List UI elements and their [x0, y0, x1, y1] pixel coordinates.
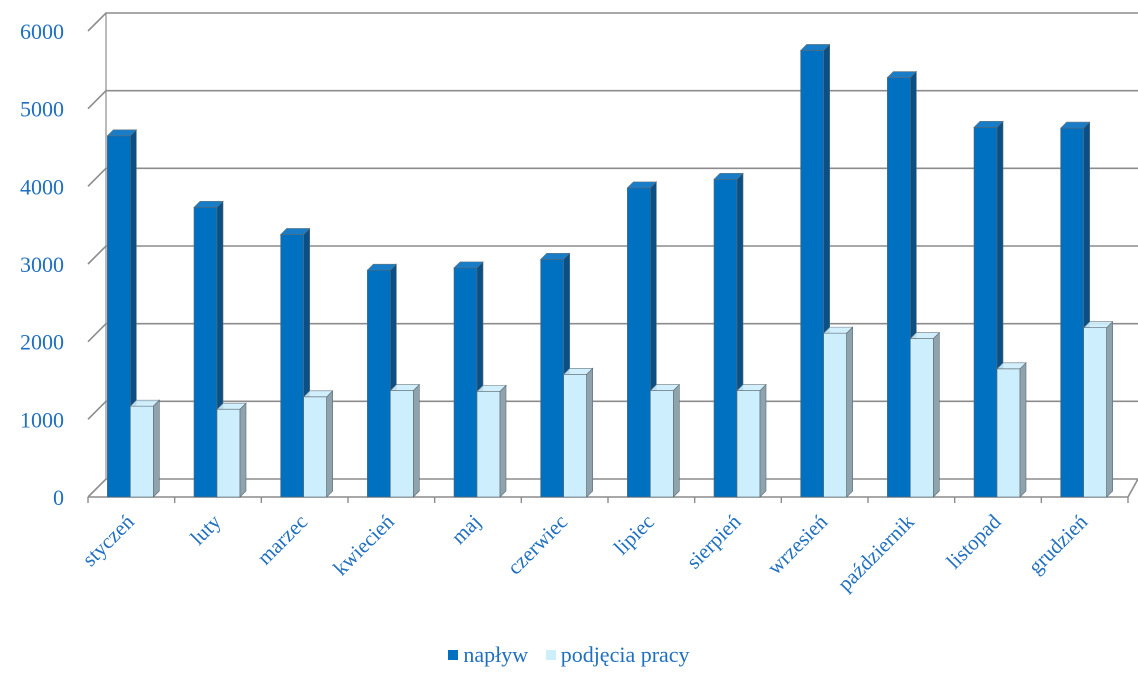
legend-item-podjecia-pracy: podjęcia pracy	[545, 642, 690, 668]
bar-naplyw	[1059, 121, 1091, 498]
y-tick-label: 5000	[20, 97, 64, 122]
bar-podjecia-pracy	[129, 399, 161, 498]
bar-podjecia-pracy	[562, 367, 594, 498]
y-tick-label: 1000	[20, 407, 64, 432]
x-tick-label: czerwiec	[502, 510, 572, 580]
bar-podjecia-pracy	[476, 384, 507, 498]
x-tick-label: październik	[833, 509, 920, 596]
legend: napływ podjęcia pracy	[0, 642, 1138, 668]
bar-podjecia-pracy	[302, 390, 334, 498]
bar-naplyw	[106, 129, 138, 498]
bar-chart: 0 1000 2000 3000 4000 5000 6000 styczeń luty mar…	[20, 12, 1138, 596]
x-tick-label: maj	[446, 510, 485, 549]
legend-item-naplyw: napływ	[448, 642, 528, 668]
gridline	[87, 89, 1138, 110]
bar-podjecia-pracy	[996, 362, 1027, 498]
x-tick-label: grudzień	[1023, 509, 1092, 578]
x-tick-label: listopad	[942, 509, 1006, 573]
y-tick-label: 4000	[20, 174, 64, 199]
bar-podjecia-pracy	[389, 383, 421, 498]
bar-podjecia-pracy	[822, 326, 854, 498]
x-axis: styczeń luty marzec kwiecień maj czerwiec lipi…	[77, 497, 1129, 596]
legend-label-naplyw: napływ	[463, 642, 529, 667]
x-tick-label: marzec	[252, 510, 312, 570]
x-tick-label: wrzesień	[762, 509, 832, 579]
bar-naplyw	[626, 181, 658, 498]
x-tick-label: luty	[185, 509, 225, 549]
bars	[106, 43, 1114, 498]
x-tick-label: lipiec	[609, 510, 659, 560]
axis-edge	[1127, 478, 1138, 498]
y-tick-label: 0	[53, 485, 64, 510]
y-tick-label: 2000	[20, 330, 64, 355]
y-axis: 0 1000 2000 3000 4000 5000 6000	[20, 19, 64, 510]
y-tick-label: 6000	[20, 19, 64, 44]
x-tick-label: sierpień	[682, 509, 746, 573]
gridlines	[87, 12, 1138, 498]
bar-podjecia-pracy	[216, 402, 247, 498]
gridline	[87, 12, 1138, 32]
y-tick-label: 3000	[20, 252, 64, 277]
legend-swatch-naplyw	[448, 650, 459, 660]
bar-podjecia-pracy	[909, 331, 941, 498]
bar-podjecia-pracy	[649, 383, 681, 498]
bar-podjecia-pracy	[736, 383, 767, 498]
x-tick-label: kwiecień	[328, 509, 399, 580]
bar-podjecia-pracy	[1082, 320, 1114, 498]
legend-label-podjecia-pracy: podjęcia pracy	[560, 642, 690, 667]
legend-swatch-podjecia-pracy	[545, 650, 556, 660]
x-tick-label: styczeń	[77, 509, 139, 571]
